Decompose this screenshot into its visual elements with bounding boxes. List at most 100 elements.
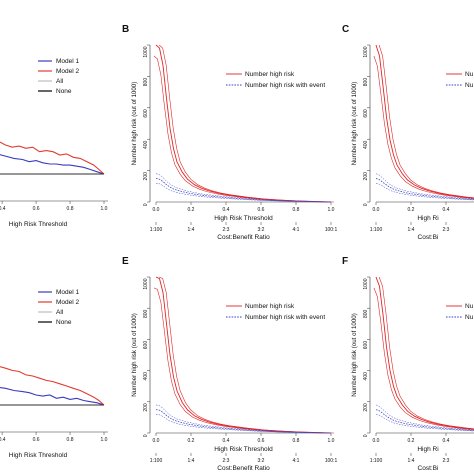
legend-label: Nu xyxy=(465,303,474,310)
band-upper-event xyxy=(375,404,474,431)
x-tick-label: 1.0 xyxy=(328,438,335,444)
y-tick-label: 600 xyxy=(363,109,369,118)
y-tick-label: 1000 xyxy=(363,278,369,289)
band-upper-number-high-risk xyxy=(159,276,335,434)
series-number-high-risk-with-event xyxy=(375,178,474,200)
panel-label: B xyxy=(122,24,129,35)
x-tick-label: 0.0 xyxy=(153,207,160,213)
x2-tick-label: 3:2 xyxy=(258,227,265,233)
series-model-2 xyxy=(0,141,105,175)
panel-label: F xyxy=(342,256,348,267)
panel-label: C xyxy=(342,24,349,35)
legend-label: None xyxy=(56,319,72,326)
x2-tick-label: 2:3 xyxy=(223,458,230,464)
x-axis-title: High Ri xyxy=(417,215,438,222)
legend-label: Model 1 xyxy=(56,289,80,296)
series-number-high-risk-with-event xyxy=(375,409,474,431)
x2-tick-label: 2:3 xyxy=(443,458,450,464)
y-tick-label: 200 xyxy=(363,172,369,181)
series-number-high-risk-with-event xyxy=(155,178,332,203)
x2-axis-title: Cost:Benefit Ratio xyxy=(217,465,270,472)
band-upper-number-high-risk xyxy=(159,44,335,203)
x-tick-label: 1.0 xyxy=(101,437,108,443)
series-number-high-risk xyxy=(375,44,474,199)
panel-b: 0 200 400 600 800 1000 Number high risk (out o… xyxy=(122,24,337,241)
y-tick-label: 800 xyxy=(363,309,369,318)
legend-label: Model 2 xyxy=(56,299,80,306)
y-tick-label: 0 xyxy=(143,203,149,206)
y-tick-label: 400 xyxy=(143,140,149,149)
panel-e: 0 200 400 600 800 1000 Number high risk (out o… xyxy=(122,256,337,472)
band-upper-number-high-risk xyxy=(378,44,474,199)
x-tick-label: 0.0 xyxy=(153,438,160,444)
panel-a: 0.4 0.6 0.8 1.0 High Risk Threshold Model 1 Mo… xyxy=(0,58,108,228)
x2-tick-label: 1:4 xyxy=(408,227,415,233)
x-tick-label: 0.2 xyxy=(188,207,195,213)
x-tick-label: 0.6 xyxy=(258,207,265,213)
x-axis-title: High Risk Threshold xyxy=(9,452,68,459)
y-tick-label: 400 xyxy=(143,372,149,381)
x-axis-title: High Risk Threshold xyxy=(214,215,273,222)
band-lower-event xyxy=(375,414,474,432)
x-axis-title: High Risk Threshold xyxy=(9,221,68,228)
y-tick-label: 200 xyxy=(143,403,149,412)
legend-label: Model 2 xyxy=(56,68,80,75)
x-tick-label: 0.8 xyxy=(293,207,300,213)
x-tick-label: 0.2 xyxy=(188,438,195,444)
x-tick-label: 0.4 xyxy=(443,207,450,213)
x-tick-label: 0.6 xyxy=(258,438,265,444)
legend-label: Number high risk xyxy=(245,303,295,310)
x2-tick-label: 2:3 xyxy=(223,227,230,233)
band-upper-number-high-risk xyxy=(378,276,474,430)
x2-tick-label: 3:2 xyxy=(258,458,265,464)
y-tick-label: 600 xyxy=(363,341,369,350)
x2-tick-label: 1:100 xyxy=(150,227,163,233)
x-tick-label: 0.4 xyxy=(0,437,6,443)
x2-tick-label: 1:4 xyxy=(408,458,415,464)
x-tick-label: 0.0 xyxy=(373,207,380,213)
x2-tick-label: 4:1 xyxy=(293,458,300,464)
x2-tick-label: 4:1 xyxy=(293,227,300,233)
panel-d: 0.4 0.6 0.8 1.0 High Risk Threshold Model 1 Mo… xyxy=(0,289,108,459)
x-tick-label: 0.6 xyxy=(33,437,40,443)
x2-tick-label: 1:100 xyxy=(370,227,383,233)
y-axis-title: Number high risk (out of 1000) xyxy=(131,82,138,166)
legend-label: Number high risk xyxy=(245,71,295,78)
band-upper-event xyxy=(155,173,332,203)
band-lower-event xyxy=(155,182,332,203)
band-lower-event xyxy=(375,182,474,201)
band-lower-event xyxy=(155,414,332,434)
series-number-high-risk xyxy=(155,44,332,203)
x2-tick-label: 1:4 xyxy=(188,458,195,464)
x-tick-label: 1.0 xyxy=(328,207,335,213)
band-lower-number-high-risk xyxy=(153,55,329,203)
x-tick-label: 0.4 xyxy=(0,206,6,212)
y-tick-label: 600 xyxy=(143,109,149,118)
x-tick-label: 0.2 xyxy=(408,207,415,213)
y-tick-label: 800 xyxy=(143,309,149,318)
x-tick-label: 0.2 xyxy=(408,438,415,444)
legend-label: None xyxy=(56,88,72,95)
x-tick-label: 0.4 xyxy=(223,438,230,444)
panel-label: E xyxy=(122,256,129,267)
legend-label: Nu xyxy=(465,71,474,78)
panel-f: 0 200 400 600 800 1000 Number high risk (out o… xyxy=(342,256,474,472)
legend-label: All xyxy=(56,78,64,85)
x-tick-label: 0.8 xyxy=(293,438,300,444)
y-tick-label: 600 xyxy=(143,341,149,350)
y-tick-label: 200 xyxy=(143,172,149,181)
x-tick-label: 0.8 xyxy=(67,437,74,443)
x-tick-label: 0.4 xyxy=(223,207,230,213)
band-lower-number-high-risk xyxy=(373,287,474,430)
series-model-1 xyxy=(0,154,105,175)
y-tick-label: 0 xyxy=(363,203,369,206)
y-tick-label: 400 xyxy=(363,372,369,381)
band-upper-event xyxy=(375,173,474,200)
x-tick-label: 0.4 xyxy=(443,438,450,444)
legend-label: Nu xyxy=(465,82,474,89)
x2-axis-title: Cost:Bi xyxy=(418,234,439,241)
series-number-high-risk-with-event xyxy=(155,409,332,434)
x-tick-label: 0.6 xyxy=(33,206,40,212)
y-tick-label: 400 xyxy=(363,140,369,149)
legend-label: Number high risk with event xyxy=(245,82,325,89)
